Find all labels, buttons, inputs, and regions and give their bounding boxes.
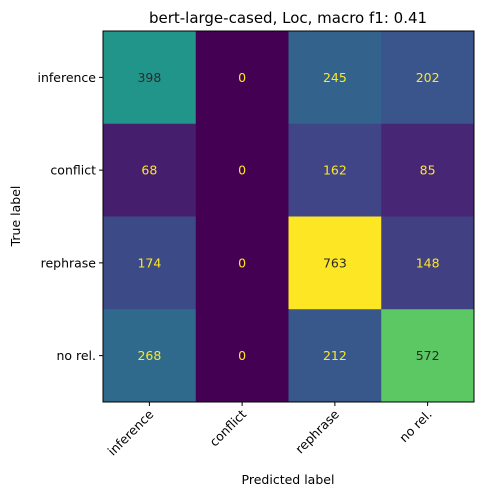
cell-value-label: 398 — [137, 70, 161, 85]
heatmap-cell — [381, 123, 475, 217]
x-axis-ticks: inference conflict rephrase no rel. — [105, 402, 435, 459]
y-tick-label: no rel. — [56, 348, 96, 363]
cell-value-label: 0 — [238, 163, 246, 178]
heatmap-cell — [288, 31, 382, 125]
y-tick-label: inference — [37, 70, 96, 85]
x-tick-label: inference — [105, 406, 157, 458]
cell-value-label: 0 — [238, 255, 246, 270]
heatmap-cell — [288, 216, 382, 310]
heatmap-cell — [103, 31, 197, 125]
plot-frame — [102, 30, 475, 403]
cell-value-label: 0 — [238, 70, 246, 85]
x-tick-label: rephrase — [292, 406, 342, 456]
cell-value-label: 245 — [323, 70, 347, 85]
heatmap-cell — [288, 123, 382, 217]
cell-value-label: 763 — [323, 255, 347, 270]
cell-value-label: 148 — [416, 255, 440, 270]
y-axis-label: True label — [8, 186, 23, 248]
y-tick-label: rephrase — [41, 255, 97, 270]
cell-value-label: 174 — [137, 255, 161, 270]
heatmap-cell — [195, 216, 289, 310]
y-axis-ticks: inference conflict rephrase no rel. — [37, 70, 103, 363]
x-tick-label: no rel. — [396, 407, 435, 446]
cell-value-label: 268 — [137, 348, 161, 363]
x-axis-label: Predicted label — [242, 472, 335, 487]
cell-value-label: 572 — [416, 348, 440, 363]
chart-title: bert-large-cased, Loc, macro f1: 0.41 — [149, 9, 427, 27]
cell-value-label: 85 — [420, 163, 436, 178]
heatmap-cell — [381, 309, 475, 403]
heatmap-cell — [195, 309, 289, 403]
cell-value-label: 162 — [323, 163, 347, 178]
x-tick-label: conflict — [206, 406, 249, 449]
heatmap-cell — [288, 309, 382, 403]
heatmap-cell — [103, 216, 197, 310]
heatmap-cell — [103, 123, 197, 217]
cell-value-label: 68 — [141, 163, 157, 178]
cell-value-label: 202 — [416, 70, 440, 85]
y-tick-label: conflict — [50, 163, 96, 178]
heatmap-cells: 398 0 245 202 68 0 162 85 174 0 763 148 268 0 212 572 — [103, 31, 475, 403]
cell-value-label: 212 — [323, 348, 347, 363]
heatmap-cell — [381, 216, 475, 310]
heatmap-cell — [195, 123, 289, 217]
heatmap-cell — [195, 31, 289, 125]
cell-value-label: 0 — [238, 348, 246, 363]
heatmap-cell — [381, 31, 475, 125]
heatmap-cell — [103, 309, 197, 403]
